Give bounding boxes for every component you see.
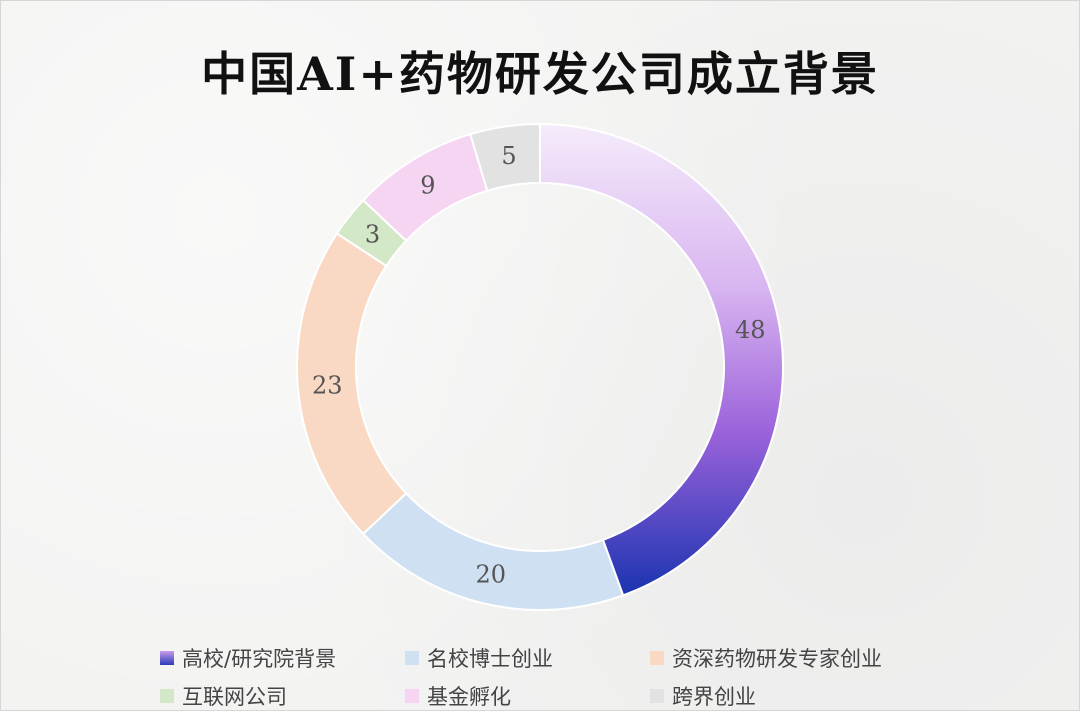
- legend-label: 名校博士创业: [427, 647, 553, 671]
- legend-item: 资深药物研发专家创业: [650, 643, 980, 673]
- legend-item: 高校/研究院背景: [160, 643, 405, 673]
- legend-swatch: [160, 651, 174, 665]
- legend-label: 基金孵化: [427, 685, 511, 709]
- legend-label: 高校/研究院背景: [182, 647, 337, 671]
- legend-label: 互联网公司: [182, 685, 287, 709]
- data-label: 9: [420, 171, 435, 199]
- data-label: 48: [735, 316, 766, 344]
- legend-label: 资深药物研发专家创业: [672, 647, 882, 671]
- data-label: 5: [501, 142, 516, 170]
- donut-data-labels: 48 20 23 3 9 5: [312, 142, 765, 589]
- donut-slices: [296, 122, 784, 611]
- legend-swatch: [405, 651, 419, 665]
- data-label: 23: [312, 372, 343, 400]
- donut-slice: [469, 122, 541, 192]
- legend-item: 基金孵化: [405, 681, 650, 711]
- data-label: 20: [475, 561, 506, 589]
- donut-slice: [361, 491, 625, 611]
- legend-swatch: [650, 689, 664, 703]
- legend-item: 互联网公司: [160, 681, 405, 711]
- legend-item: 名校博士创业: [405, 643, 650, 673]
- legend-label: 跨界创业: [672, 685, 756, 709]
- legend-item: 跨界创业: [650, 681, 980, 711]
- chart-title: 中国AI+药物研发公司成立背景: [201, 47, 879, 101]
- legend: 高校/研究院背景 名校博士创业 资深药物研发专家创业 互联网公司 基金孵化 跨界…: [160, 643, 980, 711]
- legend-swatch: [650, 651, 664, 665]
- data-label: 3: [365, 221, 380, 249]
- legend-swatch: [405, 689, 419, 703]
- donut-slice: [539, 122, 784, 597]
- legend-swatch: [160, 689, 174, 703]
